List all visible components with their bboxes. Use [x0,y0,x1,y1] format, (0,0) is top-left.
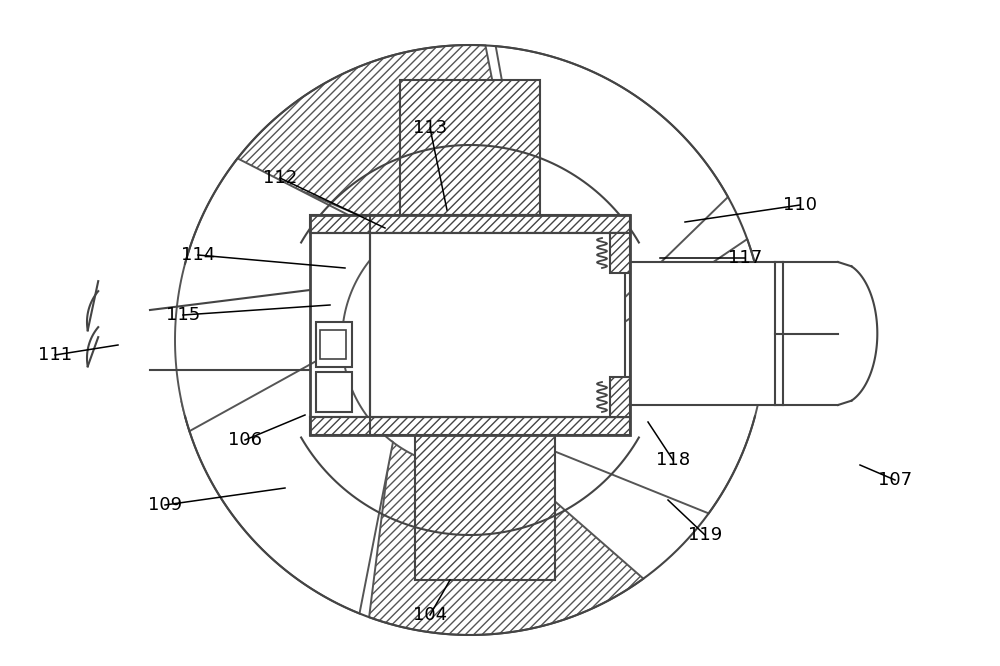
Bar [310,215,630,233]
Bar [316,372,352,412]
Polygon shape [175,159,393,431]
Text: 119: 119 [688,526,722,544]
Text: 115: 115 [166,306,200,324]
Bar [400,80,540,215]
Text: 118: 118 [656,451,690,469]
Bar [370,233,625,417]
Bar [320,330,346,359]
Polygon shape [369,441,643,635]
Text: 104: 104 [413,606,447,624]
Bar [610,377,630,417]
Text: 111: 111 [38,346,72,364]
Text: 110: 110 [783,196,817,214]
Bar [316,322,352,367]
Text: 117: 117 [728,249,762,267]
Text: 106: 106 [228,431,262,449]
Bar [310,215,630,435]
Polygon shape [181,333,393,613]
Bar [610,233,630,273]
Bar [630,262,775,405]
Polygon shape [496,46,728,324]
Text: 113: 113 [413,119,447,137]
Text: 107: 107 [878,471,912,489]
Bar [415,435,555,580]
Polygon shape [234,45,520,232]
Text: 109: 109 [148,496,182,514]
Bar [310,417,630,435]
Text: 112: 112 [263,169,297,187]
Polygon shape [542,239,765,513]
Text: 114: 114 [181,246,215,264]
